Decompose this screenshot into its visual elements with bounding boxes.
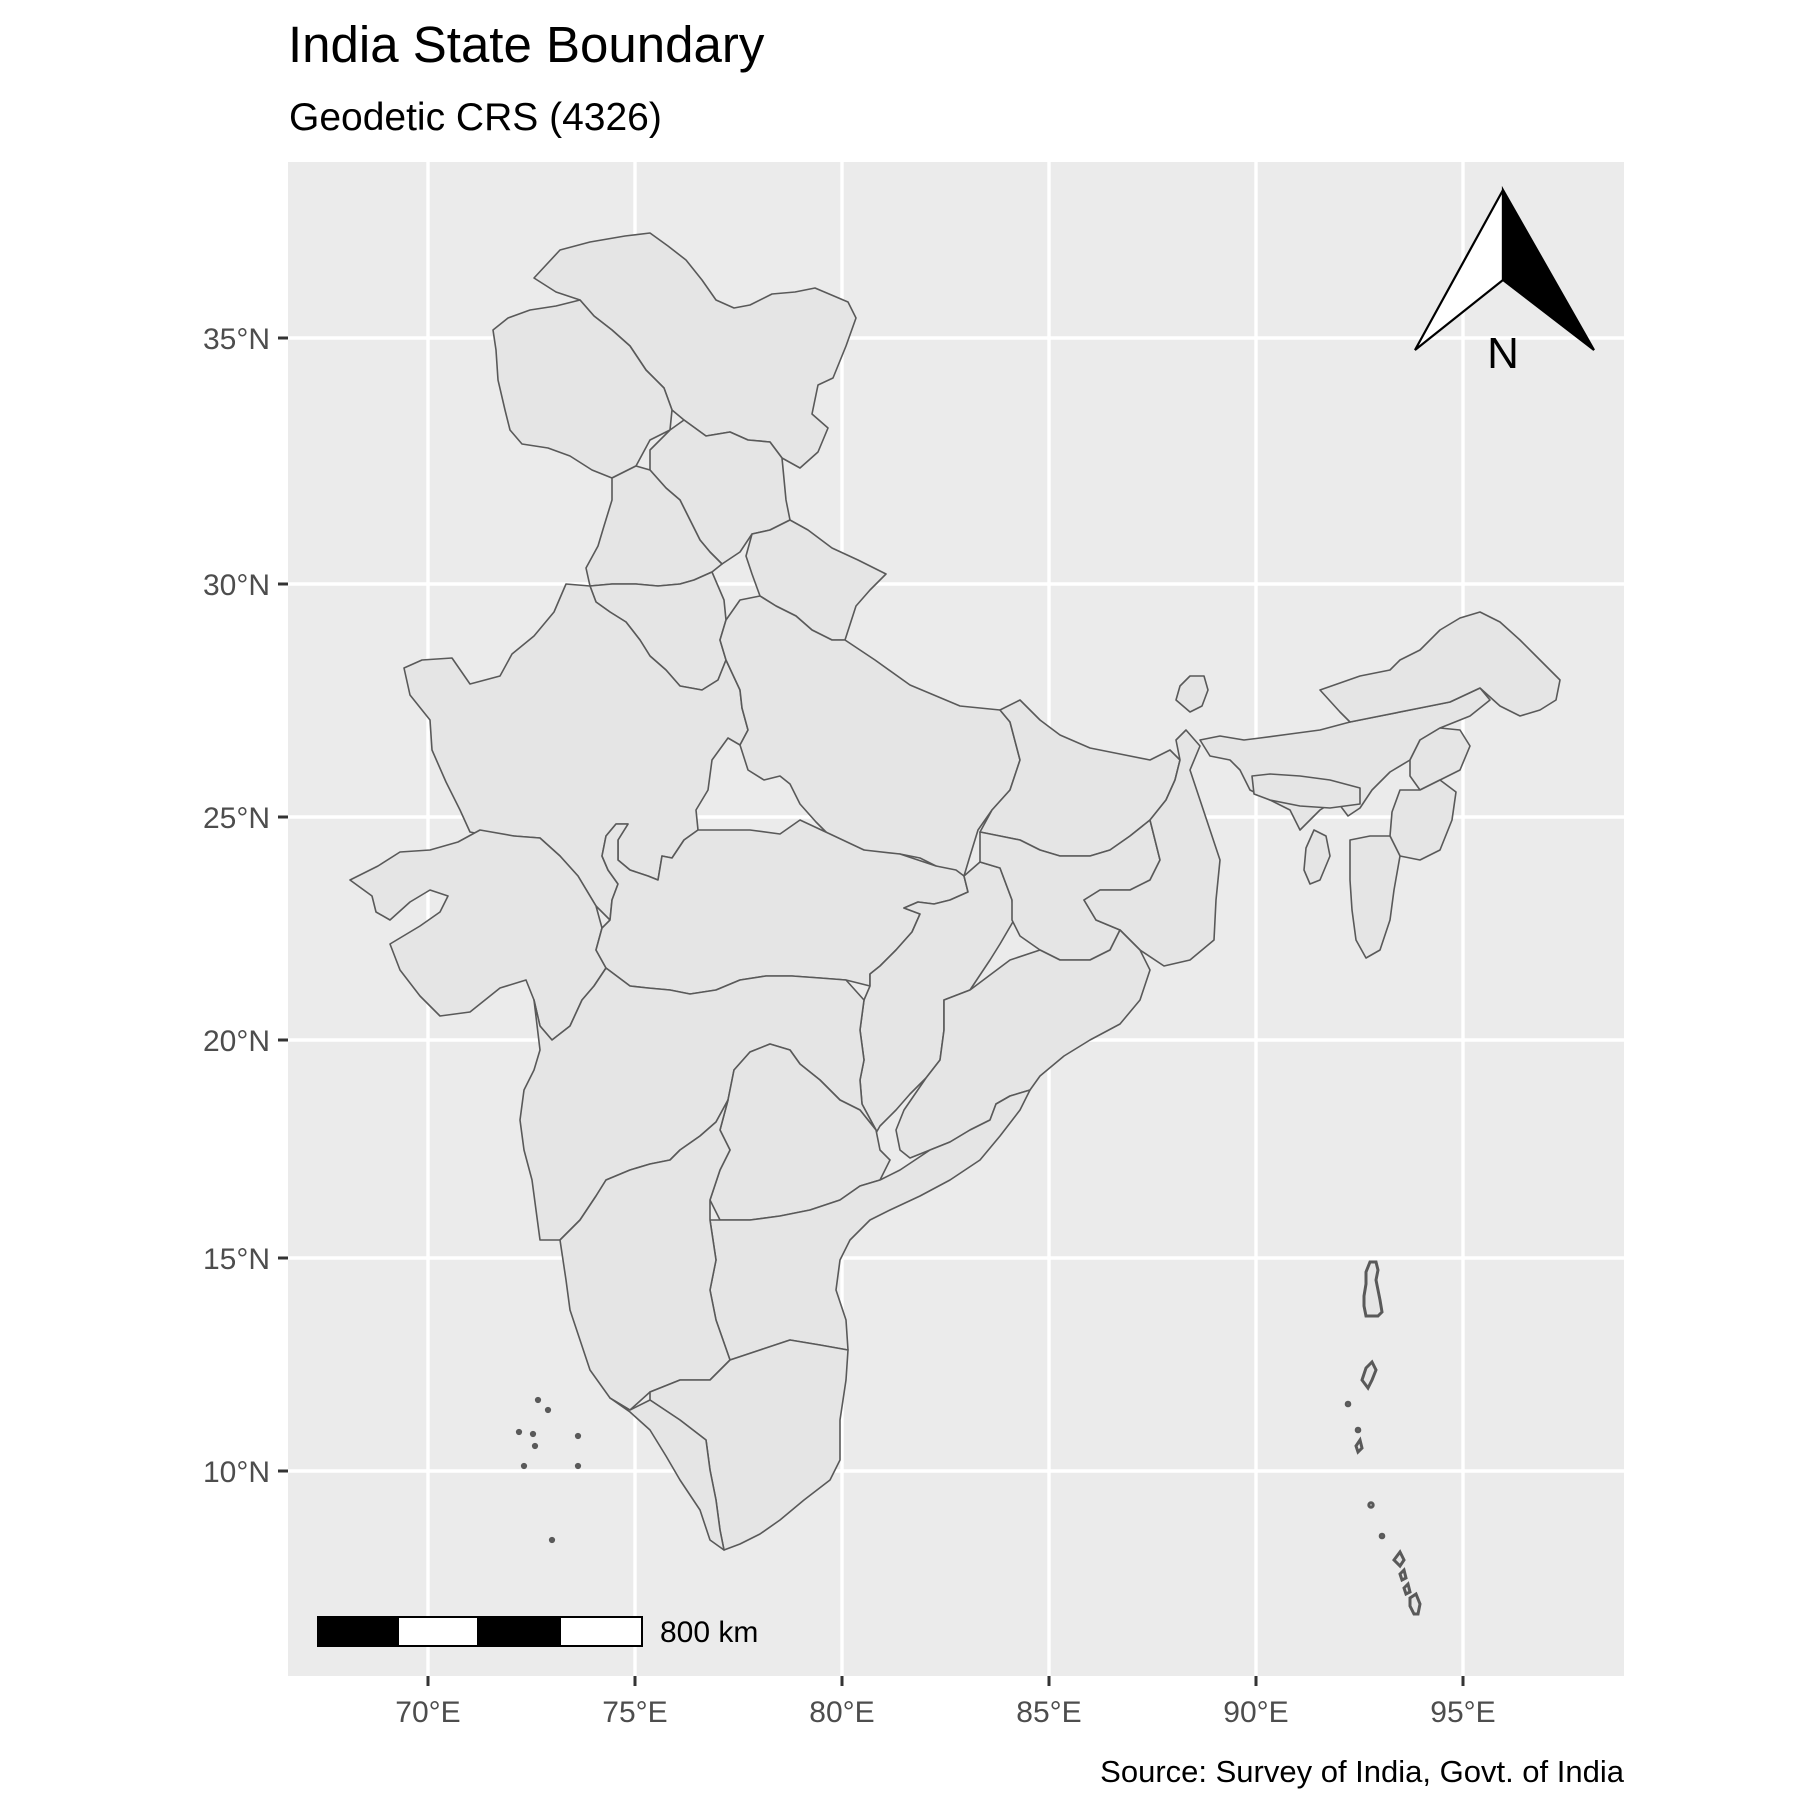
island bbox=[1354, 1426, 1362, 1434]
state-nagaland bbox=[1409, 727, 1471, 791]
island bbox=[1354, 1436, 1364, 1455]
x-tick-label: 90°E bbox=[1223, 1696, 1288, 1729]
scale-bar-segment bbox=[477, 1616, 561, 1647]
island bbox=[1367, 1501, 1375, 1509]
island bbox=[520, 1462, 528, 1470]
scale-bar-segment bbox=[397, 1616, 479, 1647]
map-title: India State Boundary bbox=[288, 16, 765, 73]
island bbox=[574, 1432, 582, 1440]
state-arunachal-pradesh bbox=[1319, 611, 1561, 723]
y-axis: 35°N 30°N 25°N 20°N 15°N 10°N bbox=[203, 323, 288, 1489]
state-tamil-nadu bbox=[649, 1339, 849, 1551]
state-west-bengal bbox=[1083, 729, 1221, 967]
state-kerala bbox=[609, 1397, 725, 1551]
lakshadweep-islands bbox=[515, 1396, 582, 1544]
north-arrow-right-half bbox=[1501, 185, 1595, 351]
x-tick-label: 80°E bbox=[809, 1696, 874, 1729]
island bbox=[544, 1406, 552, 1414]
island bbox=[531, 1442, 539, 1450]
state-karnataka bbox=[559, 1099, 731, 1411]
island bbox=[1402, 1581, 1412, 1597]
x-tick-label: 85°E bbox=[1016, 1696, 1081, 1729]
island bbox=[1362, 1260, 1384, 1318]
island bbox=[1378, 1532, 1386, 1540]
source-caption: Source: Survey of India, Govt. of India bbox=[1100, 1754, 1625, 1789]
y-tick-label: 25°N bbox=[203, 802, 270, 835]
state-meghalaya bbox=[1251, 773, 1361, 809]
island bbox=[1398, 1567, 1408, 1583]
state-mizoram bbox=[1349, 835, 1401, 959]
island bbox=[1408, 1591, 1422, 1616]
scale-bar: 800 km bbox=[317, 1616, 758, 1649]
north-arrow: N bbox=[1414, 185, 1595, 378]
state-sikkim bbox=[1175, 675, 1209, 713]
india-states bbox=[349, 232, 1561, 1616]
x-tick-label: 75°E bbox=[602, 1696, 667, 1729]
state-tripura bbox=[1303, 829, 1331, 885]
y-tick-label: 30°N bbox=[203, 569, 270, 602]
x-tick-label: 95°E bbox=[1430, 1696, 1495, 1729]
state-jammu-kashmir bbox=[492, 299, 673, 479]
island bbox=[1360, 1359, 1378, 1391]
north-arrow-label: N bbox=[1487, 329, 1519, 378]
island bbox=[529, 1430, 537, 1438]
scale-bar-segment bbox=[559, 1616, 643, 1647]
island bbox=[534, 1396, 542, 1404]
island bbox=[1344, 1400, 1352, 1408]
island bbox=[548, 1536, 556, 1544]
state-manipur bbox=[1389, 779, 1457, 861]
map-subtitle: Geodetic CRS (4326) bbox=[289, 96, 662, 139]
x-tick-label: 70°E bbox=[395, 1696, 460, 1729]
island bbox=[574, 1462, 582, 1470]
andaman-nicobar-islands bbox=[1344, 1260, 1422, 1616]
island bbox=[1392, 1549, 1406, 1569]
island bbox=[515, 1428, 523, 1436]
state-uttarakhand bbox=[745, 519, 887, 641]
y-tick-label: 15°N bbox=[203, 1243, 270, 1276]
y-tick-label: 20°N bbox=[203, 1025, 270, 1058]
x-axis: 70°E 75°E 80°E 85°E 90°E 95°E bbox=[395, 1676, 1496, 1729]
scale-bar-label: 800 km bbox=[660, 1616, 758, 1649]
y-tick-label: 10°N bbox=[203, 1456, 270, 1489]
scale-bar-segment bbox=[317, 1616, 399, 1647]
y-tick-label: 35°N bbox=[203, 323, 270, 356]
